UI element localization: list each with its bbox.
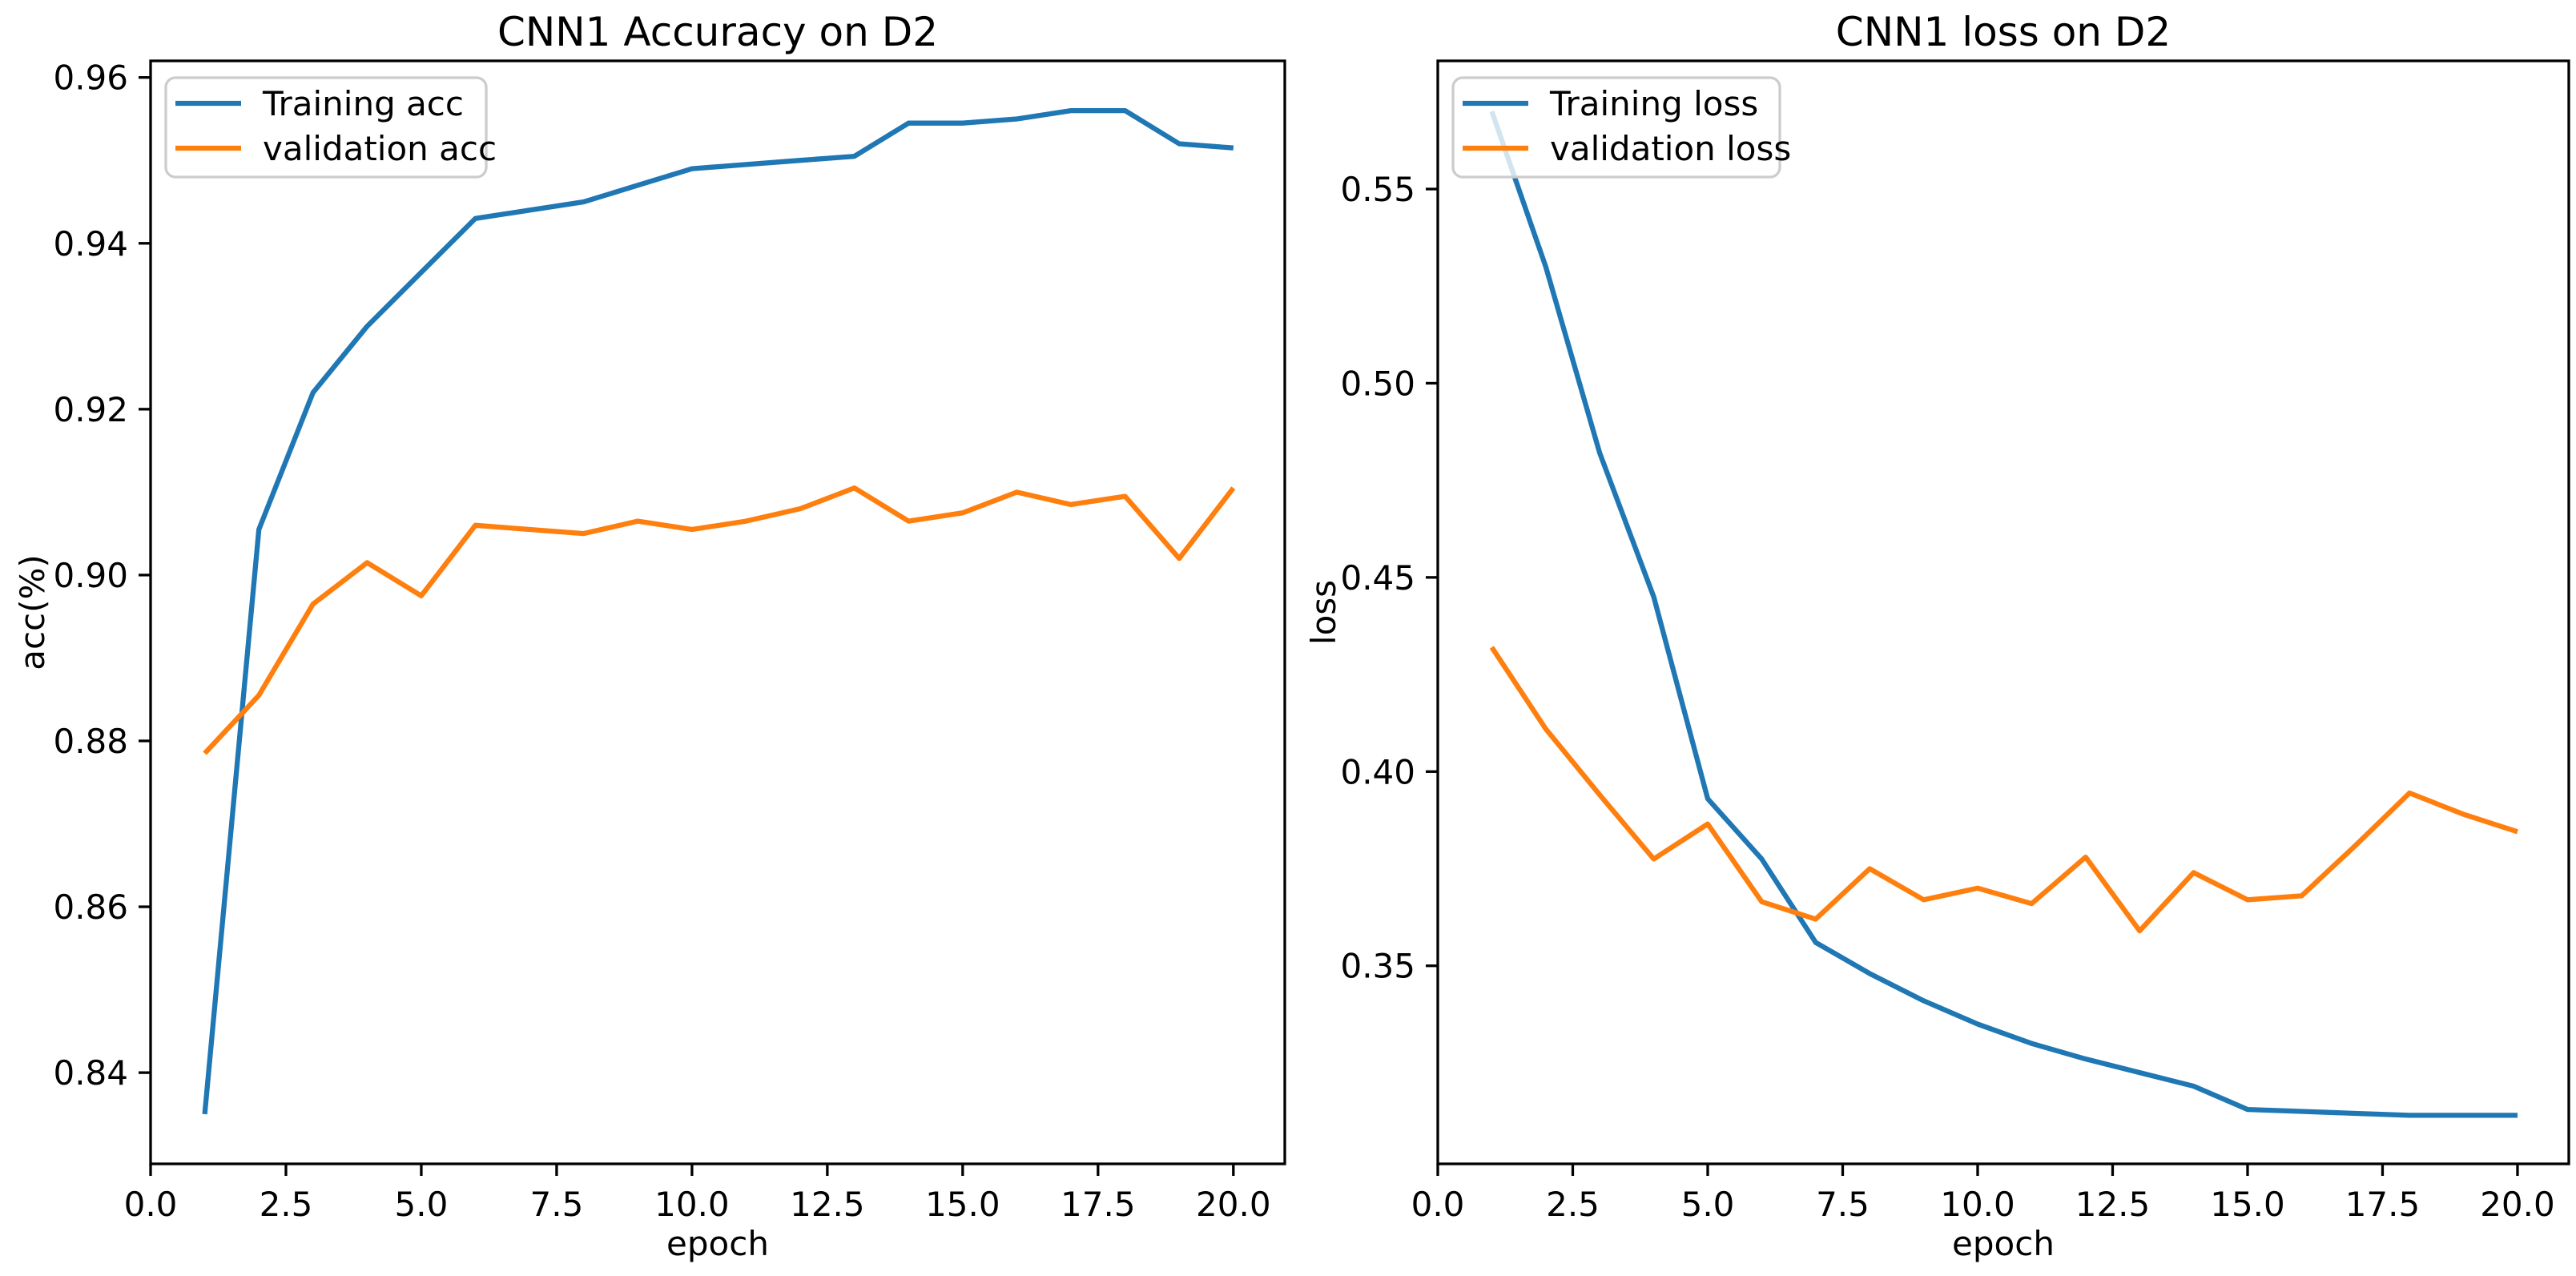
accuracy-chart: 0.0 2.5 5.0 7.5 10.0 12.5 15.0 17.5 20.0 0.84 0.86… xyxy=(13,9,1286,1263)
x-tick-label: 10.0 xyxy=(654,1185,730,1224)
x-tick-label: 7.5 xyxy=(1816,1185,1870,1224)
x-tick-label: 20.0 xyxy=(1196,1185,1271,1224)
y-axis-label: acc(%) xyxy=(13,554,52,670)
x-axis-label: epoch xyxy=(1952,1224,2055,1263)
series-line-training xyxy=(1489,110,2518,1118)
x-tick-label: 0.0 xyxy=(124,1185,178,1224)
x-tick-label: 12.5 xyxy=(790,1185,865,1224)
axes-spines xyxy=(149,59,1286,1165)
series-line-training xyxy=(202,107,1234,1115)
y-tick-label: 0.94 xyxy=(53,224,128,264)
x-tick-label: 5.0 xyxy=(1681,1185,1735,1224)
legend-label: Training loss xyxy=(1549,84,1758,123)
legend-box xyxy=(1451,76,1781,179)
loss-chart: 0.0 2.5 5.0 7.5 10.0 12.5 15.0 17.5 20.0 0.35 0.40… xyxy=(1304,9,2570,1263)
y-axis-label: loss xyxy=(1304,580,1343,645)
x-tick-label: 0.0 xyxy=(1411,1185,1465,1224)
y-tick-label: 0.55 xyxy=(1340,170,1415,209)
series-line-validation xyxy=(203,485,1236,755)
x-tick-label: 15.0 xyxy=(2210,1185,2285,1224)
x-tick-label: 2.5 xyxy=(260,1185,313,1224)
x-tick-label: 20.0 xyxy=(2480,1185,2555,1224)
chart-title: CNN1 Accuracy on D2 xyxy=(497,9,938,55)
legend-label: Training acc xyxy=(262,84,464,123)
x-tick-label: 2.5 xyxy=(1546,1185,1600,1224)
x-tick-label: 15.0 xyxy=(925,1185,1000,1224)
x-tick-label: 10.0 xyxy=(1940,1185,2015,1224)
y-tick-label: 0.45 xyxy=(1340,558,1415,598)
x-tick-label: 7.5 xyxy=(530,1185,584,1224)
y-tick-label: 0.35 xyxy=(1340,947,1415,986)
series-line-validation xyxy=(1489,646,2518,934)
axes-spines xyxy=(1436,59,2570,1165)
legend-label: validation loss xyxy=(1550,129,1791,168)
x-tick-label: 12.5 xyxy=(2075,1185,2151,1224)
x-tick-label: 5.0 xyxy=(395,1185,449,1224)
x-tick-label: 17.5 xyxy=(2345,1185,2421,1224)
legend-label: validation acc xyxy=(263,129,497,168)
y-tick-label: 0.92 xyxy=(53,390,128,429)
y-tick-label: 0.86 xyxy=(53,888,128,927)
y-tick-label: 0.88 xyxy=(53,722,128,761)
y-tick-label: 0.40 xyxy=(1340,752,1415,791)
legend-box xyxy=(164,76,488,179)
y-tick-label: 0.96 xyxy=(53,58,128,98)
x-tick-label: 17.5 xyxy=(1061,1185,1136,1224)
y-tick-label: 0.90 xyxy=(53,556,128,595)
chart-title: CNN1 loss on D2 xyxy=(1836,9,2171,55)
y-tick-label: 0.84 xyxy=(53,1053,128,1093)
y-tick-label: 0.50 xyxy=(1340,364,1415,403)
x-axis-label: epoch xyxy=(666,1224,769,1263)
